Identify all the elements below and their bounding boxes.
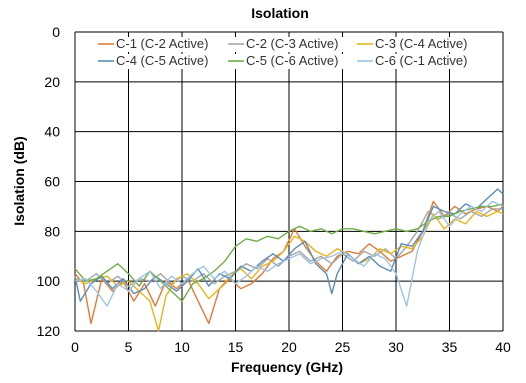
legend-entry-6: C-6 (C-1 Active)	[375, 53, 467, 68]
x-tick-labels: 0 5 10 15 20 25 30 35 40	[71, 339, 511, 355]
y-tick-label: 60	[44, 174, 60, 190]
legend-bg	[225, 37, 356, 52]
series-line-2	[74, 208, 503, 287]
series-line-6	[74, 200, 504, 307]
legend-entry-4: C-4 (C-5 Active)	[116, 53, 208, 68]
x-tick-label: 25	[335, 339, 351, 355]
x-tick-label: 0	[71, 339, 79, 355]
x-tick-label: 20	[281, 339, 297, 355]
legend-entry-1: C-1 (C-2 Active)	[116, 36, 208, 51]
legend-bg	[95, 54, 226, 69]
series-line-4	[74, 188, 504, 302]
y-tick-label: 20	[44, 74, 60, 90]
y-tick-label: 40	[44, 124, 60, 140]
y-tick-label: 80	[44, 223, 60, 239]
legend-entry-5: C-5 (C-6 Active)	[246, 53, 338, 68]
legend-bg	[225, 54, 356, 69]
y-tick-label: 0	[52, 24, 60, 40]
x-tick-label: 5	[125, 339, 133, 355]
y-tick-label: 120	[37, 323, 61, 339]
x-tick-label: 40	[495, 339, 511, 355]
series-lines	[74, 188, 504, 332]
legend-entry-3: C-3 (C-4 Active)	[375, 36, 467, 51]
series-line-5	[74, 203, 504, 302]
x-tick-label: 30	[388, 339, 404, 355]
legend: C-1 (C-2 Active) C-2 (C-3 Active) C-3 (C-4…	[95, 36, 485, 69]
y-tick-labels: 0 20 40 60 80 100 120	[37, 24, 61, 339]
series-line-3	[74, 210, 504, 332]
series-line-1	[74, 200, 504, 325]
legend-bg	[95, 37, 226, 52]
x-tick-label: 35	[442, 339, 458, 355]
legend-bg	[354, 37, 485, 52]
x-axis-label: Frequency (GHz)	[231, 359, 343, 375]
x-tick-label: 15	[228, 339, 244, 355]
y-axis-label: Isolation (dB)	[11, 136, 27, 225]
y-tick-label: 100	[37, 273, 61, 289]
legend-bg	[354, 54, 485, 69]
x-tick-label: 10	[174, 339, 190, 355]
legend-entry-2: C-2 (C-3 Active)	[246, 36, 338, 51]
chart-title: Isolation	[251, 5, 309, 21]
